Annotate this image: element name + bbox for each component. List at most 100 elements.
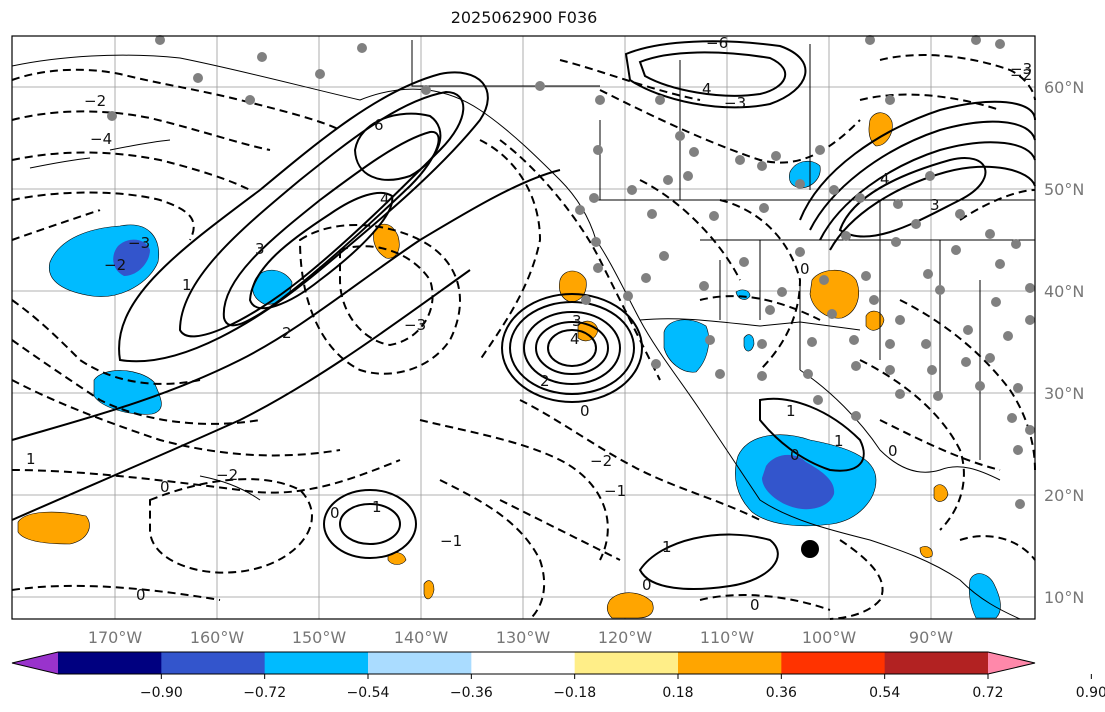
lon-tick-label: 140°W — [394, 628, 449, 647]
colorbar-bin — [264, 652, 369, 674]
colorbar-bin — [781, 652, 886, 674]
colorbar-tick-label: 0.36 — [766, 685, 797, 701]
negative-patch — [968, 573, 1001, 619]
colorbar-extend-min — [12, 652, 58, 674]
colorbar-tick-label: −0.18 — [553, 685, 596, 701]
contour-label: −4 — [90, 130, 112, 148]
colorbar-tick-label: 0.18 — [662, 685, 693, 701]
lon-tick-label: 90°W — [909, 628, 953, 647]
map-panel: 6 4 3 2 1 0 −3 −2 −1 −4 −2 3 4 2 0 −6 4 … — [11, 34, 1036, 620]
negative-patch — [93, 370, 162, 415]
contour-label: 4 — [702, 80, 712, 98]
contour-label: 3 — [572, 312, 582, 330]
colorbar-tick-label: −0.72 — [243, 685, 286, 701]
colorbar-bin — [368, 652, 472, 674]
colorbar-bin — [574, 652, 679, 674]
contour-label: 0 — [330, 504, 340, 522]
colorbar-bin — [884, 652, 989, 674]
contour-lines — [11, 40, 1036, 590]
contour-label: −3 — [1010, 60, 1032, 78]
latitude-labels: 60°N 50°N 40°N 30°N 20°N 10°N — [1044, 78, 1084, 607]
positive-patch — [606, 592, 654, 619]
positive-patch — [423, 580, 435, 600]
contour-label: −2 — [104, 256, 126, 274]
contour-label: 6 — [374, 116, 384, 134]
dashed-contours — [11, 54, 1036, 620]
station-dots — [107, 35, 1035, 509]
contour-label: −2 — [1010, 66, 1032, 84]
lat-tick-label: 50°N — [1044, 180, 1084, 199]
shaded-anomalies — [17, 112, 1001, 619]
contour-label: 0 — [580, 402, 590, 420]
contour-label: 3 — [255, 240, 265, 258]
contour-label: −1 — [440, 532, 462, 550]
colorbar — [11, 651, 1036, 675]
contour-label: −2 — [216, 466, 238, 484]
contour-value-labels: 6 4 3 2 1 0 −3 −2 −1 −4 −2 3 4 2 0 −6 4 … — [26, 34, 1032, 614]
contour-label: 4 — [380, 190, 390, 208]
contour-label: 1 — [26, 450, 36, 468]
contour-label: −2 — [84, 92, 106, 110]
colorbar-bin — [161, 652, 266, 674]
lat-tick-label: 30°N — [1044, 384, 1084, 403]
contour-label: 4 — [570, 330, 580, 348]
colorbar-tick-label: 0.90 — [1076, 685, 1105, 701]
contour-label: 2 — [282, 324, 292, 342]
contour-label: 0 — [750, 596, 760, 614]
strong-negative-patch — [113, 239, 150, 276]
contour-label: −6 — [706, 34, 728, 52]
positive-patch — [919, 546, 933, 558]
contour-label: −3 — [128, 234, 150, 252]
contour-label: 1 — [372, 498, 382, 516]
lon-tick-label: 150°W — [292, 628, 347, 647]
lat-tick-label: 20°N — [1044, 486, 1084, 505]
contour-label: 0 — [160, 478, 170, 496]
contour-label: 0 — [136, 586, 146, 604]
coastlines — [11, 40, 1035, 620]
positive-patch — [868, 112, 893, 147]
lon-tick-label: 110°W — [700, 628, 755, 647]
contour-label: 4 — [880, 170, 890, 188]
longitude-labels: 170°W 160°W 150°W 140°W 130°W 120°W 110°… — [88, 628, 953, 647]
colorbar-tick-label: −0.90 — [140, 685, 183, 701]
colorbar-bin — [471, 652, 576, 674]
colorbar-tick-label: 0.72 — [972, 685, 1003, 701]
lat-tick-label: 40°N — [1044, 282, 1084, 301]
colorbar-bin — [678, 652, 782, 674]
negative-patch — [743, 334, 755, 352]
contour-label: 0 — [800, 260, 810, 278]
colorbar-bin — [58, 652, 162, 674]
colorbar-tick-label: −0.36 — [450, 685, 493, 701]
contour-label: 2 — [540, 372, 550, 390]
contour-label: 0 — [642, 576, 652, 594]
positive-patch — [17, 511, 90, 545]
lat-tick-label: 10°N — [1044, 588, 1084, 607]
contour-label: 0 — [888, 442, 898, 460]
lon-tick-label: 170°W — [88, 628, 143, 647]
contour-label: −3 — [724, 94, 746, 112]
contour-label: 1 — [834, 432, 844, 450]
contour-label: 1 — [786, 402, 796, 420]
contour-label: −3 — [404, 316, 426, 334]
lon-tick-label: 100°W — [802, 628, 857, 647]
colorbar-labels: −0.90 −0.72 −0.54 −0.36 −0.18 0.18 0.36 0.54 0.7… — [140, 674, 1105, 701]
map-title: 2025062900 F036 — [450, 8, 598, 27]
lon-tick-label: 120°W — [598, 628, 653, 647]
contour-label: 1 — [182, 276, 192, 294]
strong-negative-patch — [762, 454, 835, 510]
lon-tick-label: 130°W — [496, 628, 551, 647]
lat-tick-label: 60°N — [1044, 78, 1084, 97]
colorbar-outline — [11, 651, 1036, 675]
colorbar-extend-max — [988, 652, 1035, 674]
contour-label: 0 — [790, 446, 800, 464]
negative-patch — [663, 319, 709, 373]
contour-label: 3 — [930, 196, 940, 214]
positive-patch — [933, 484, 949, 502]
contour-label: −2 — [590, 452, 612, 470]
lon-tick-label: 160°W — [190, 628, 245, 647]
colorbar-tick-label: −0.54 — [347, 685, 390, 701]
marker-point — [801, 540, 819, 558]
colorbar-tick-label: 0.54 — [869, 685, 900, 701]
contour-label: −1 — [604, 482, 626, 500]
